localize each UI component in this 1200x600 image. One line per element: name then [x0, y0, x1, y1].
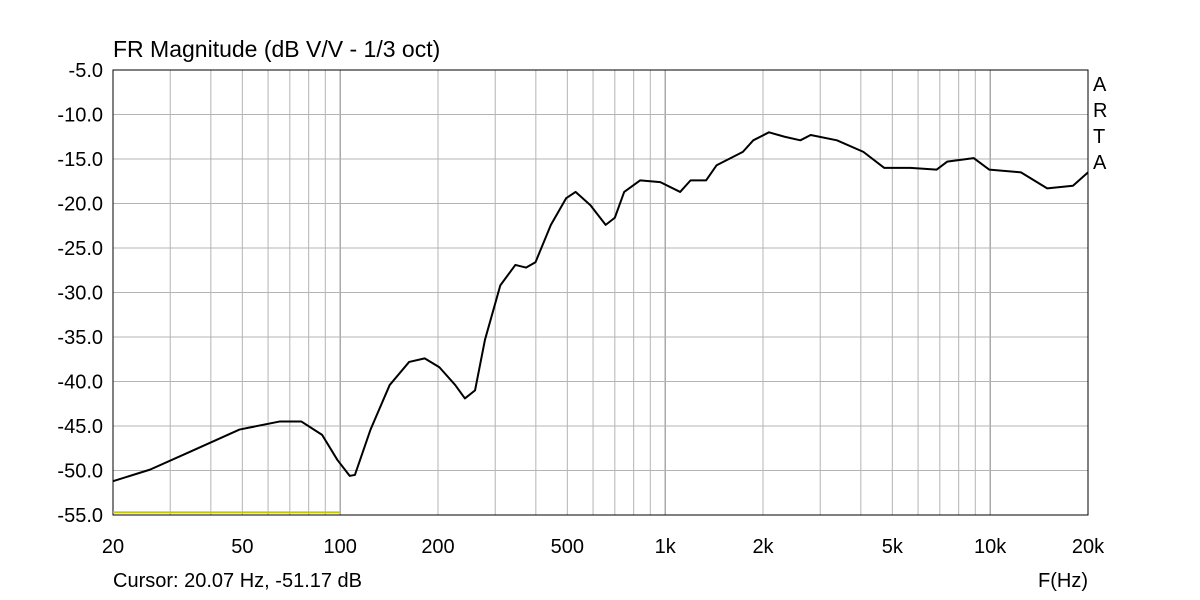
chart-title: FR Magnitude (dB V/V - 1/3 oct) [113, 36, 440, 62]
y-tick-label: -20.0 [57, 194, 103, 216]
x-tick-label: 50 [231, 536, 253, 558]
y-tick-label: -35.0 [57, 327, 103, 349]
y-tick-label: -50.0 [57, 461, 103, 483]
y-tick-label: -15.0 [57, 149, 103, 171]
x-tick-label: 5k [882, 536, 904, 558]
y-tick-label: -30.0 [57, 283, 103, 305]
response-curve [112, 131, 1089, 483]
watermark: ARTA [1093, 74, 1108, 174]
y-tick-label: -10.0 [57, 105, 103, 127]
x-tick-label: 20k [1072, 536, 1105, 558]
y-tick-label: -45.0 [57, 416, 103, 438]
plot-frame [112, 69, 1089, 516]
y-tick-label: -55.0 [57, 505, 103, 527]
y-tick-label: -40.0 [57, 372, 103, 394]
x-tick-label: 100 [323, 536, 356, 558]
x-tick-label: 200 [421, 536, 454, 558]
x-tick-label: 1k [655, 536, 677, 558]
y-tick-label: -25.0 [57, 238, 103, 260]
cursor-readout: Cursor: 20.07 Hz, -51.17 dB [113, 570, 362, 592]
x-tick-label: 2k [752, 536, 774, 558]
x-tick-label: 10k [974, 536, 1007, 558]
y-tick-label: -5.0 [69, 60, 103, 82]
x-axis-label: F(Hz) [1038, 570, 1088, 592]
x-tick-label: 20 [102, 536, 124, 558]
x-tick-label: 500 [551, 536, 584, 558]
